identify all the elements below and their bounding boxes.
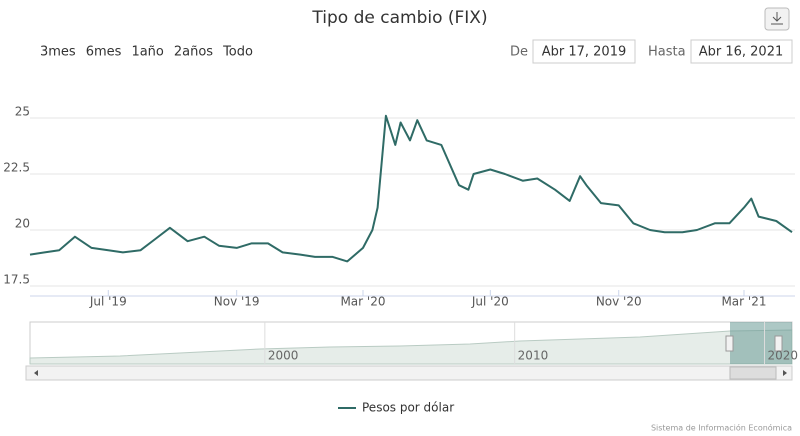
y-tick-label: 25 <box>15 105 30 119</box>
range-button[interactable]: 1año <box>131 45 163 60</box>
to-input[interactable] <box>690 39 793 64</box>
scrollbar[interactable] <box>25 365 793 381</box>
credits: Sistema de Información Económica <box>651 423 792 433</box>
x-tick-label: Mar '20 <box>340 295 385 309</box>
from-input[interactable] <box>532 39 636 64</box>
y-tick-label: 22.5 <box>3 161 30 175</box>
export-icon <box>771 12 783 25</box>
navigator-handle[interactable] <box>774 335 783 352</box>
to-date: Abr 16, 2021 <box>699 45 784 60</box>
navigator-label: 2000 <box>268 349 299 363</box>
navigator-label: 2010 <box>518 349 549 363</box>
x-tick-label: Nov '20 <box>596 295 642 309</box>
legend-label[interactable]: Pesos por dólar <box>362 401 454 415</box>
y-tick-label: 17.5 <box>3 273 30 287</box>
series-line <box>29 114 793 263</box>
range-button[interactable]: 6mes <box>86 45 122 60</box>
chart-title: Tipo de cambio (FIX) <box>311 8 487 28</box>
x-tick-label: Mar '21 <box>721 295 766 309</box>
navigator-label: 2020 <box>768 349 799 363</box>
to-label: Hasta <box>648 45 686 60</box>
navigator-handle[interactable] <box>725 335 734 352</box>
range-button[interactable]: 2años <box>174 45 213 60</box>
range-button[interactable]: 3mes <box>40 45 76 60</box>
scrollbar-thumb[interactable] <box>729 366 777 380</box>
range-button[interactable]: Todo <box>222 45 253 60</box>
y-tick-label: 20 <box>15 217 30 231</box>
from-date: Abr 17, 2019 <box>542 45 627 60</box>
from-label: De <box>510 45 528 60</box>
x-tick-label: Jul '19 <box>89 295 127 309</box>
x-tick-label: Jul '20 <box>471 295 509 309</box>
x-tick-label: Nov '19 <box>214 295 260 309</box>
